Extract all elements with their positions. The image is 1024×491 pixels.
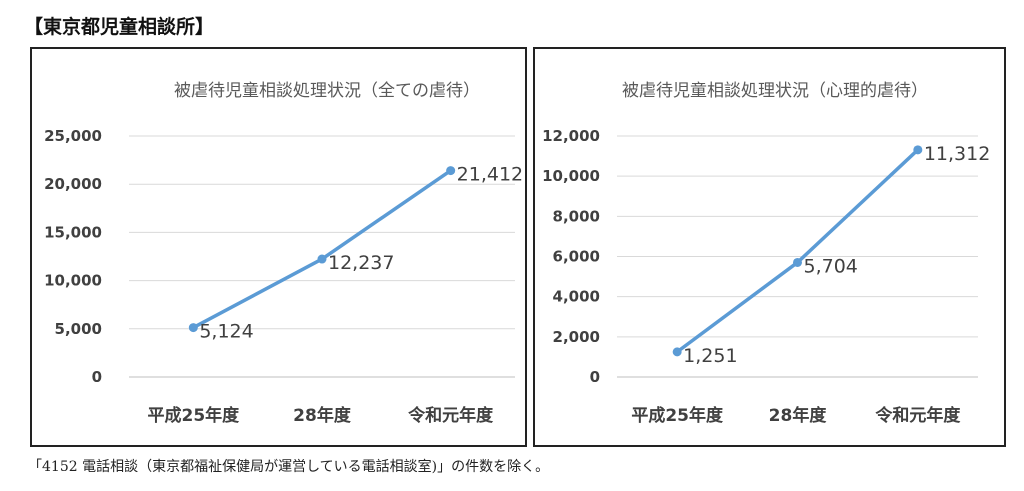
page-heading: 【東京都児童相談所】 xyxy=(24,16,215,38)
chart-panel-psychological-abuse: 被虐待児童相談処理状況（心理的虐待） 0 2,000 4,000 6,000 8,000 1… xyxy=(533,47,1006,447)
data-label: 12,237 xyxy=(328,252,394,274)
x-category-label: 28年度 xyxy=(293,405,352,426)
data-point xyxy=(446,166,456,176)
y-tick-label: 5,000 xyxy=(55,320,102,338)
y-tick-label: 20,000 xyxy=(44,175,102,193)
y-tick-label: 2,000 xyxy=(553,328,600,346)
x-category-label: 平成25年度 xyxy=(631,405,724,426)
data-point xyxy=(672,347,682,357)
series-line xyxy=(676,148,920,354)
data-point xyxy=(317,254,327,264)
data-label: 5,704 xyxy=(804,255,858,277)
data-label: 11,312 xyxy=(924,143,990,165)
data-label: 21,412 xyxy=(457,164,523,186)
y-tick-label: 8,000 xyxy=(553,207,600,225)
y-tick-label: 10,000 xyxy=(542,167,600,185)
y-tick-label: 0 xyxy=(92,368,102,386)
data-label: 5,124 xyxy=(199,321,253,343)
y-tick-label: 15,000 xyxy=(44,223,102,241)
line-chart-all-abuse: 被虐待児童相談処理状況（全ての虐待） 0 5,000 10,000 15,000 20,0… xyxy=(44,81,523,426)
x-category-label: 令和元年度 xyxy=(408,405,494,426)
chart-title: 被虐待児童相談処理状況（心理的虐待） xyxy=(622,81,928,101)
y-tick-label: 10,000 xyxy=(44,272,102,290)
series-line xyxy=(192,169,452,330)
chart-title: 被虐待児童相談処理状況（全ての虐待） xyxy=(174,81,480,101)
y-tick-label: 4,000 xyxy=(553,288,600,306)
y-tick-label: 12,000 xyxy=(542,127,600,145)
data-point xyxy=(913,145,923,155)
x-category-label: 28年度 xyxy=(769,405,828,426)
line-chart-psychological-abuse: 被虐待児童相談処理状況（心理的虐待） 0 2,000 4,000 6,000 8,000 1… xyxy=(542,81,990,426)
data-label: 1,251 xyxy=(683,345,737,367)
data-point xyxy=(793,257,802,267)
y-tick-label: 25,000 xyxy=(44,127,102,145)
footnote: 「4152 電話相談（東京都福祉保健局が運営している電話相談室)」の件数を除く。 xyxy=(28,459,550,475)
x-category-label: 平成25年度 xyxy=(147,405,240,426)
y-tick-label: 0 xyxy=(590,368,600,386)
data-point xyxy=(188,323,198,333)
chart-panel-all-abuse: 被虐待児童相談処理状況（全ての虐待） 0 5,000 10,000 15,000 20,0… xyxy=(30,47,527,447)
y-tick-label: 6,000 xyxy=(553,248,600,266)
x-category-label: 令和元年度 xyxy=(875,405,961,426)
